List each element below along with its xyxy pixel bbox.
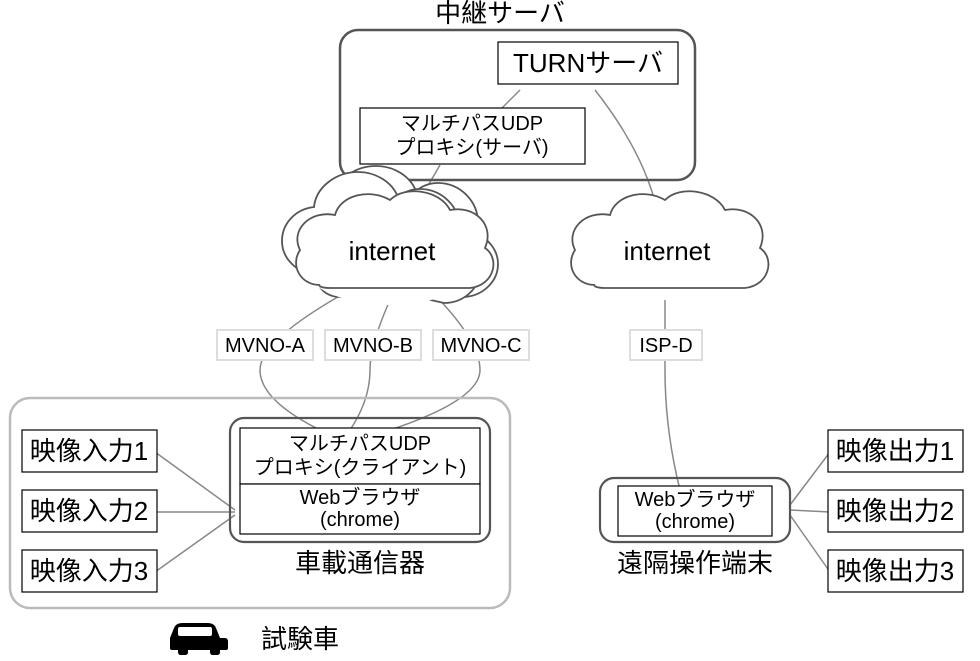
cloud-right: internet <box>571 191 768 288</box>
label-mp-udp-server-l2: プロキシ(サーバ) <box>395 137 548 159</box>
label-mvno-a: MVNO-A <box>225 335 306 357</box>
label-mp-udp-client-l1: マルチパスUDP <box>289 433 431 455</box>
label-isp-d: ISP-D <box>639 335 692 357</box>
label-browser-left-l2: (chrome) <box>320 509 400 531</box>
label-turn-server: TURNサーバ <box>513 48 663 78</box>
label-mp-udp-server-l1: マルチパスUDP <box>401 113 543 135</box>
title-vehicle-device: 車載通信器 <box>295 548 425 578</box>
title-remote-terminal: 遠隔操作端末 <box>617 548 773 578</box>
label-video-out-2: 映像出力2 <box>836 496 954 526</box>
car-icon <box>170 623 228 655</box>
label-video-out-3: 映像出力3 <box>836 556 954 586</box>
label-mp-udp-client-l2: プロキシ(クライアント) <box>254 456 467 479</box>
edge-turn-mpserver <box>500 90 520 110</box>
edge-vout2 <box>790 510 830 512</box>
label-video-in-2: 映像入力2 <box>30 496 148 526</box>
label-internet-left: internet <box>349 236 436 266</box>
label-video-in-3: 映像入力3 <box>30 556 148 586</box>
label-internet-right: internet <box>624 236 711 266</box>
edge-vin3 <box>155 515 235 572</box>
title-test-vehicle: 試験車 <box>261 624 339 654</box>
label-browser-left-l1: Webブラウザ <box>300 485 421 509</box>
label-mvno-b: MVNO-B <box>333 335 413 357</box>
edge-vin1 <box>155 452 235 510</box>
edge-internet-mvnob <box>350 300 390 430</box>
label-video-in-1: 映像入力1 <box>30 436 148 466</box>
edge-vout3 <box>790 515 830 572</box>
edge-vout1 <box>790 452 830 505</box>
title-relay-server: 中継サーバ <box>435 0 565 28</box>
label-browser-right-l1: Webブラウザ <box>635 487 756 511</box>
label-mvno-c: MVNO-C <box>440 335 521 357</box>
label-browser-right-l2: (chrome) <box>655 511 735 533</box>
label-video-out-1: 映像出力1 <box>836 436 954 466</box>
edge-internet-ispd <box>665 300 680 490</box>
diagram-canvas: 中継サーバ TURNサーバ マルチパスUDP プロキシ(サーバ) interne… <box>0 0 980 661</box>
